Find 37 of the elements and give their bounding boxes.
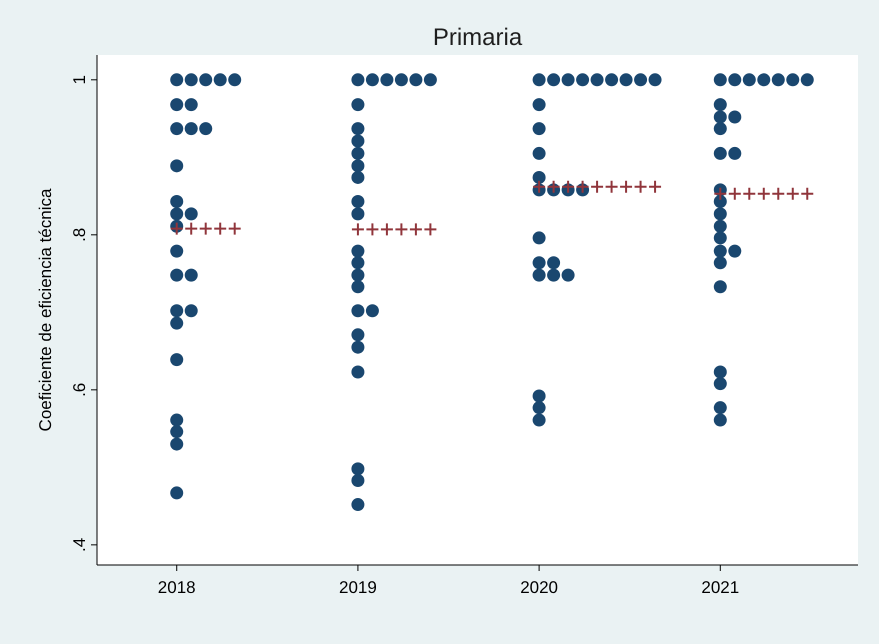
point <box>365 222 380 236</box>
point <box>590 180 604 194</box>
point <box>800 186 814 201</box>
point <box>786 186 800 201</box>
point <box>228 222 242 236</box>
point <box>350 222 365 236</box>
x-tick-label: 2021 <box>701 578 740 597</box>
point <box>394 222 408 236</box>
point <box>380 222 394 236</box>
y-tick-label: .8 <box>70 228 89 242</box>
x-tick-label: 2018 <box>158 578 196 597</box>
point <box>742 186 756 201</box>
y-tick-label: 1 <box>70 75 89 85</box>
point <box>561 180 576 194</box>
point <box>213 222 228 236</box>
x-tick-label: 2020 <box>520 578 558 597</box>
point <box>198 222 213 236</box>
point <box>756 186 771 201</box>
point <box>408 222 423 236</box>
y-axis-title: Coeficiente de eficiencia técnica <box>36 188 55 432</box>
y-tick-label: .4 <box>70 538 89 552</box>
point <box>546 180 561 194</box>
point <box>728 186 742 201</box>
point <box>634 180 648 194</box>
point <box>604 180 619 194</box>
chart-title: Primaria <box>432 24 523 51</box>
y-tick-label: .6 <box>70 382 89 397</box>
point <box>184 222 198 236</box>
point <box>619 180 634 194</box>
point <box>170 222 184 236</box>
point <box>423 222 438 236</box>
point <box>713 186 728 201</box>
point <box>771 186 786 201</box>
point <box>532 180 546 194</box>
point <box>576 180 590 194</box>
point <box>648 180 662 194</box>
x-tick-label: 2019 <box>339 578 377 597</box>
